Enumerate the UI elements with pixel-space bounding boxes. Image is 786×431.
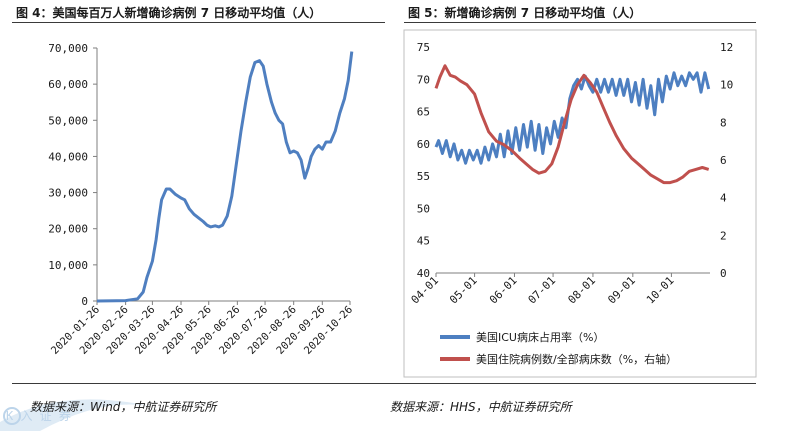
legend-label-hospitalized: 美国住院病例数/全部病床数（%，右轴） bbox=[476, 352, 677, 366]
x-tick-label: 08-01 bbox=[565, 274, 598, 307]
y-right-tick-label: 6 bbox=[720, 154, 727, 167]
y-left-tick-label: 45 bbox=[417, 235, 430, 248]
x-tick-label: 05-01 bbox=[447, 274, 480, 307]
y-right-tick-label: 0 bbox=[720, 267, 727, 280]
y-tick-label: 10,000 bbox=[48, 259, 88, 272]
chart-5-frame bbox=[403, 29, 757, 378]
x-tick-label: 10-01 bbox=[644, 274, 677, 307]
y-left-tick-label: 60 bbox=[417, 138, 430, 151]
chart-5-legend: 美国ICU病床占用率（%） 美国住院病例数/全部病床数（%，右轴） bbox=[440, 330, 677, 366]
x-tick-label: 07-01 bbox=[526, 274, 559, 307]
figure-4-source: 数据来源：Wind，中航证券研究所 bbox=[30, 400, 217, 414]
y-left-tick-label: 65 bbox=[417, 106, 430, 119]
cases-series-line bbox=[96, 51, 354, 303]
watermark-logo: K 入 证 券 bbox=[0, 399, 150, 431]
y-right-tick-label: 10 bbox=[720, 79, 733, 92]
figure-4-title: 图 4：美国每百万人新增确诊病例 7 日移动平均值（人） bbox=[16, 6, 322, 20]
y-tick-label: 70,000 bbox=[48, 42, 88, 55]
y-left-tick-label: 50 bbox=[417, 202, 430, 215]
y-tick-label: 60,000 bbox=[48, 78, 88, 91]
x-tick-label: 06-01 bbox=[487, 274, 520, 307]
watermark-text: K 入 证 券 bbox=[6, 408, 71, 423]
y-tick-label: 20,000 bbox=[48, 223, 88, 236]
y-left-tick-label: 75 bbox=[417, 41, 430, 54]
y-tick-label: 0 bbox=[81, 295, 88, 308]
y-right-tick-label: 4 bbox=[720, 192, 727, 205]
y-tick-label: 40,000 bbox=[48, 150, 88, 163]
y-tick-label: 30,000 bbox=[48, 187, 88, 200]
figure-5-title: 图 5：新增确诊病例 7 日移动平均值（人） bbox=[408, 6, 642, 20]
legend-label-icu: 美国ICU病床占用率（%） bbox=[476, 330, 604, 344]
bottom-rule bbox=[12, 383, 756, 384]
y-left-tick-label: 70 bbox=[417, 73, 430, 86]
figure-5-source: 数据来源：HHS，中航证券研究所 bbox=[390, 400, 572, 414]
y-right-tick-label: 8 bbox=[720, 116, 727, 129]
y-tick-label: 50,000 bbox=[48, 114, 88, 127]
hospitalized-ratio-series-line bbox=[434, 64, 710, 185]
figure-5-top-rule bbox=[404, 22, 756, 23]
icu-occupancy-series-line bbox=[434, 71, 711, 165]
y-left-tick-label: 55 bbox=[417, 170, 430, 183]
y-right-tick-label: 12 bbox=[720, 41, 733, 54]
y-left-tick-label: 40 bbox=[417, 267, 430, 280]
x-tick-label: 09-01 bbox=[605, 274, 638, 307]
figure-4-top-rule bbox=[12, 22, 385, 23]
y-right-tick-label: 2 bbox=[720, 229, 727, 242]
